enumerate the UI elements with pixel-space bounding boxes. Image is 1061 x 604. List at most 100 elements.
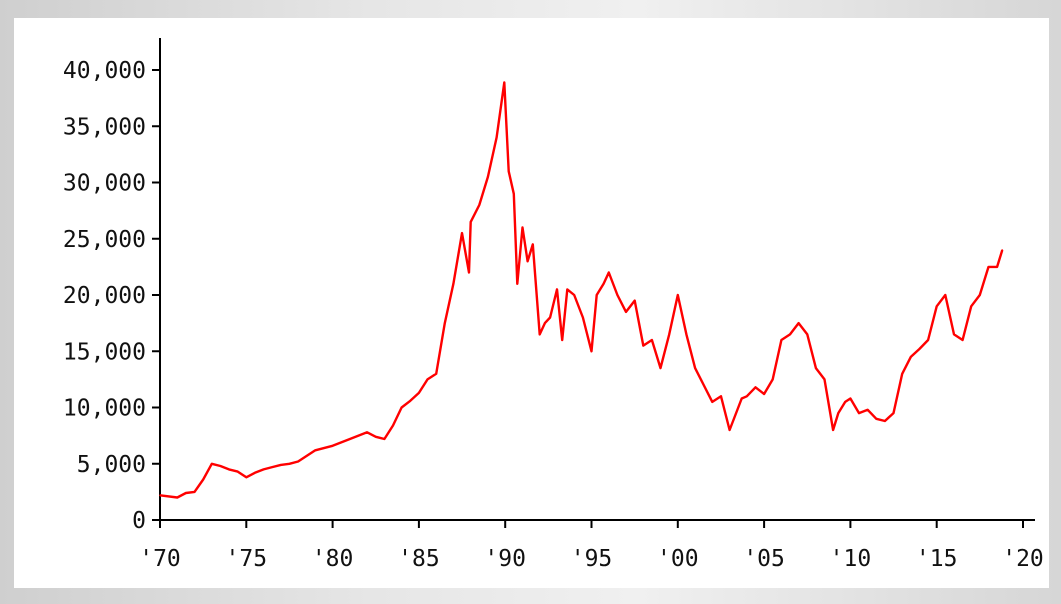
axes [159, 38, 1035, 521]
data-point [409, 399, 412, 402]
data-point [314, 449, 317, 452]
data-point [331, 444, 334, 447]
y-tick-label: 10,000 [63, 396, 146, 422]
data-point [771, 378, 774, 381]
data-point [590, 350, 593, 353]
data-point [892, 412, 895, 414]
data-point [651, 339, 653, 341]
data-point [944, 294, 947, 296]
series-line [159, 81, 1004, 499]
data-point [435, 372, 437, 375]
data-point [740, 397, 743, 400]
data-point [532, 243, 534, 246]
data-point [918, 348, 921, 350]
data-point [297, 460, 299, 463]
data-point [884, 420, 886, 422]
data-point [677, 294, 679, 296]
data-point [185, 492, 187, 494]
data-point [280, 464, 282, 466]
data-point [1001, 249, 1004, 251]
data-point [513, 192, 515, 195]
data-point [797, 322, 800, 324]
data-point [544, 322, 546, 324]
data-point [487, 176, 489, 178]
data-point [159, 494, 161, 497]
y-axis-ticks: 0 5,000 10,000 15,000 20,000 25,000 30,000 35,0… [63, 58, 160, 534]
data-point [711, 401, 714, 403]
data-point [823, 378, 826, 381]
data-point [602, 282, 605, 285]
data-point [245, 476, 248, 479]
data-point [935, 305, 938, 308]
data-point [806, 333, 809, 336]
data-point [927, 339, 929, 341]
data-point [979, 294, 981, 296]
x-tick-label: '75 [226, 546, 268, 572]
data-point [789, 333, 791, 336]
data-point [858, 412, 860, 414]
data-point [961, 339, 964, 341]
data-point [176, 496, 179, 499]
data-point [668, 333, 670, 336]
data-point [849, 397, 852, 400]
data-point [452, 282, 455, 285]
x-tick-label: '95 [571, 546, 613, 572]
data-point [507, 170, 510, 173]
data-point [595, 294, 598, 296]
y-tick-label: 0 [132, 508, 146, 534]
data-point [193, 491, 196, 493]
data-point [202, 478, 204, 481]
data-point [349, 438, 351, 440]
x-tick-label: '70 [139, 546, 181, 572]
data-point [383, 438, 386, 440]
data-point [573, 294, 576, 296]
data-point [288, 462, 291, 465]
data-point [910, 356, 912, 358]
data-point [366, 431, 368, 434]
data-point [443, 322, 446, 324]
data-point [549, 316, 551, 319]
data-point [875, 417, 878, 420]
data-point [236, 470, 239, 473]
y-tick-label: 35,000 [63, 114, 146, 140]
data-point [953, 333, 955, 336]
x-tick-label: '90 [484, 546, 526, 572]
data-point [262, 468, 265, 471]
data-point [478, 204, 481, 206]
data-point [685, 333, 688, 336]
y-tick-label: 15,000 [63, 339, 146, 365]
data-point [970, 305, 973, 308]
data-point [625, 311, 627, 313]
data-point [561, 339, 563, 341]
data-point [254, 471, 256, 474]
data-point [866, 408, 869, 411]
x-axis-ticks: '70 '75 '80 '85 '90 '95 '00 '05 '10 '15 '20 [139, 520, 1044, 572]
data-point [720, 395, 722, 398]
data-point [780, 339, 783, 341]
data-point [400, 406, 403, 409]
data-point [271, 466, 273, 468]
data-point [837, 412, 840, 414]
y-tick-label: 40,000 [63, 58, 146, 84]
data-point [694, 367, 696, 369]
x-tick-label: '15 [916, 546, 958, 572]
data-point [526, 260, 529, 263]
x-tick-label: '20 [1002, 546, 1044, 572]
data-point [582, 316, 584, 319]
data-point [996, 266, 998, 268]
data-point [219, 465, 222, 467]
data-point [468, 271, 470, 274]
x-tick-label: '85 [398, 546, 440, 572]
data-point [469, 221, 472, 223]
data-point [815, 367, 817, 369]
data-point [832, 429, 834, 431]
data-point [728, 429, 731, 431]
y-tick-label: 20,000 [63, 283, 146, 309]
data-point [763, 393, 765, 395]
x-tick-label: '00 [657, 546, 699, 572]
data-point [418, 392, 420, 394]
series-group [159, 81, 1004, 499]
x-tick-label: '80 [312, 546, 354, 572]
data-point [305, 455, 308, 457]
